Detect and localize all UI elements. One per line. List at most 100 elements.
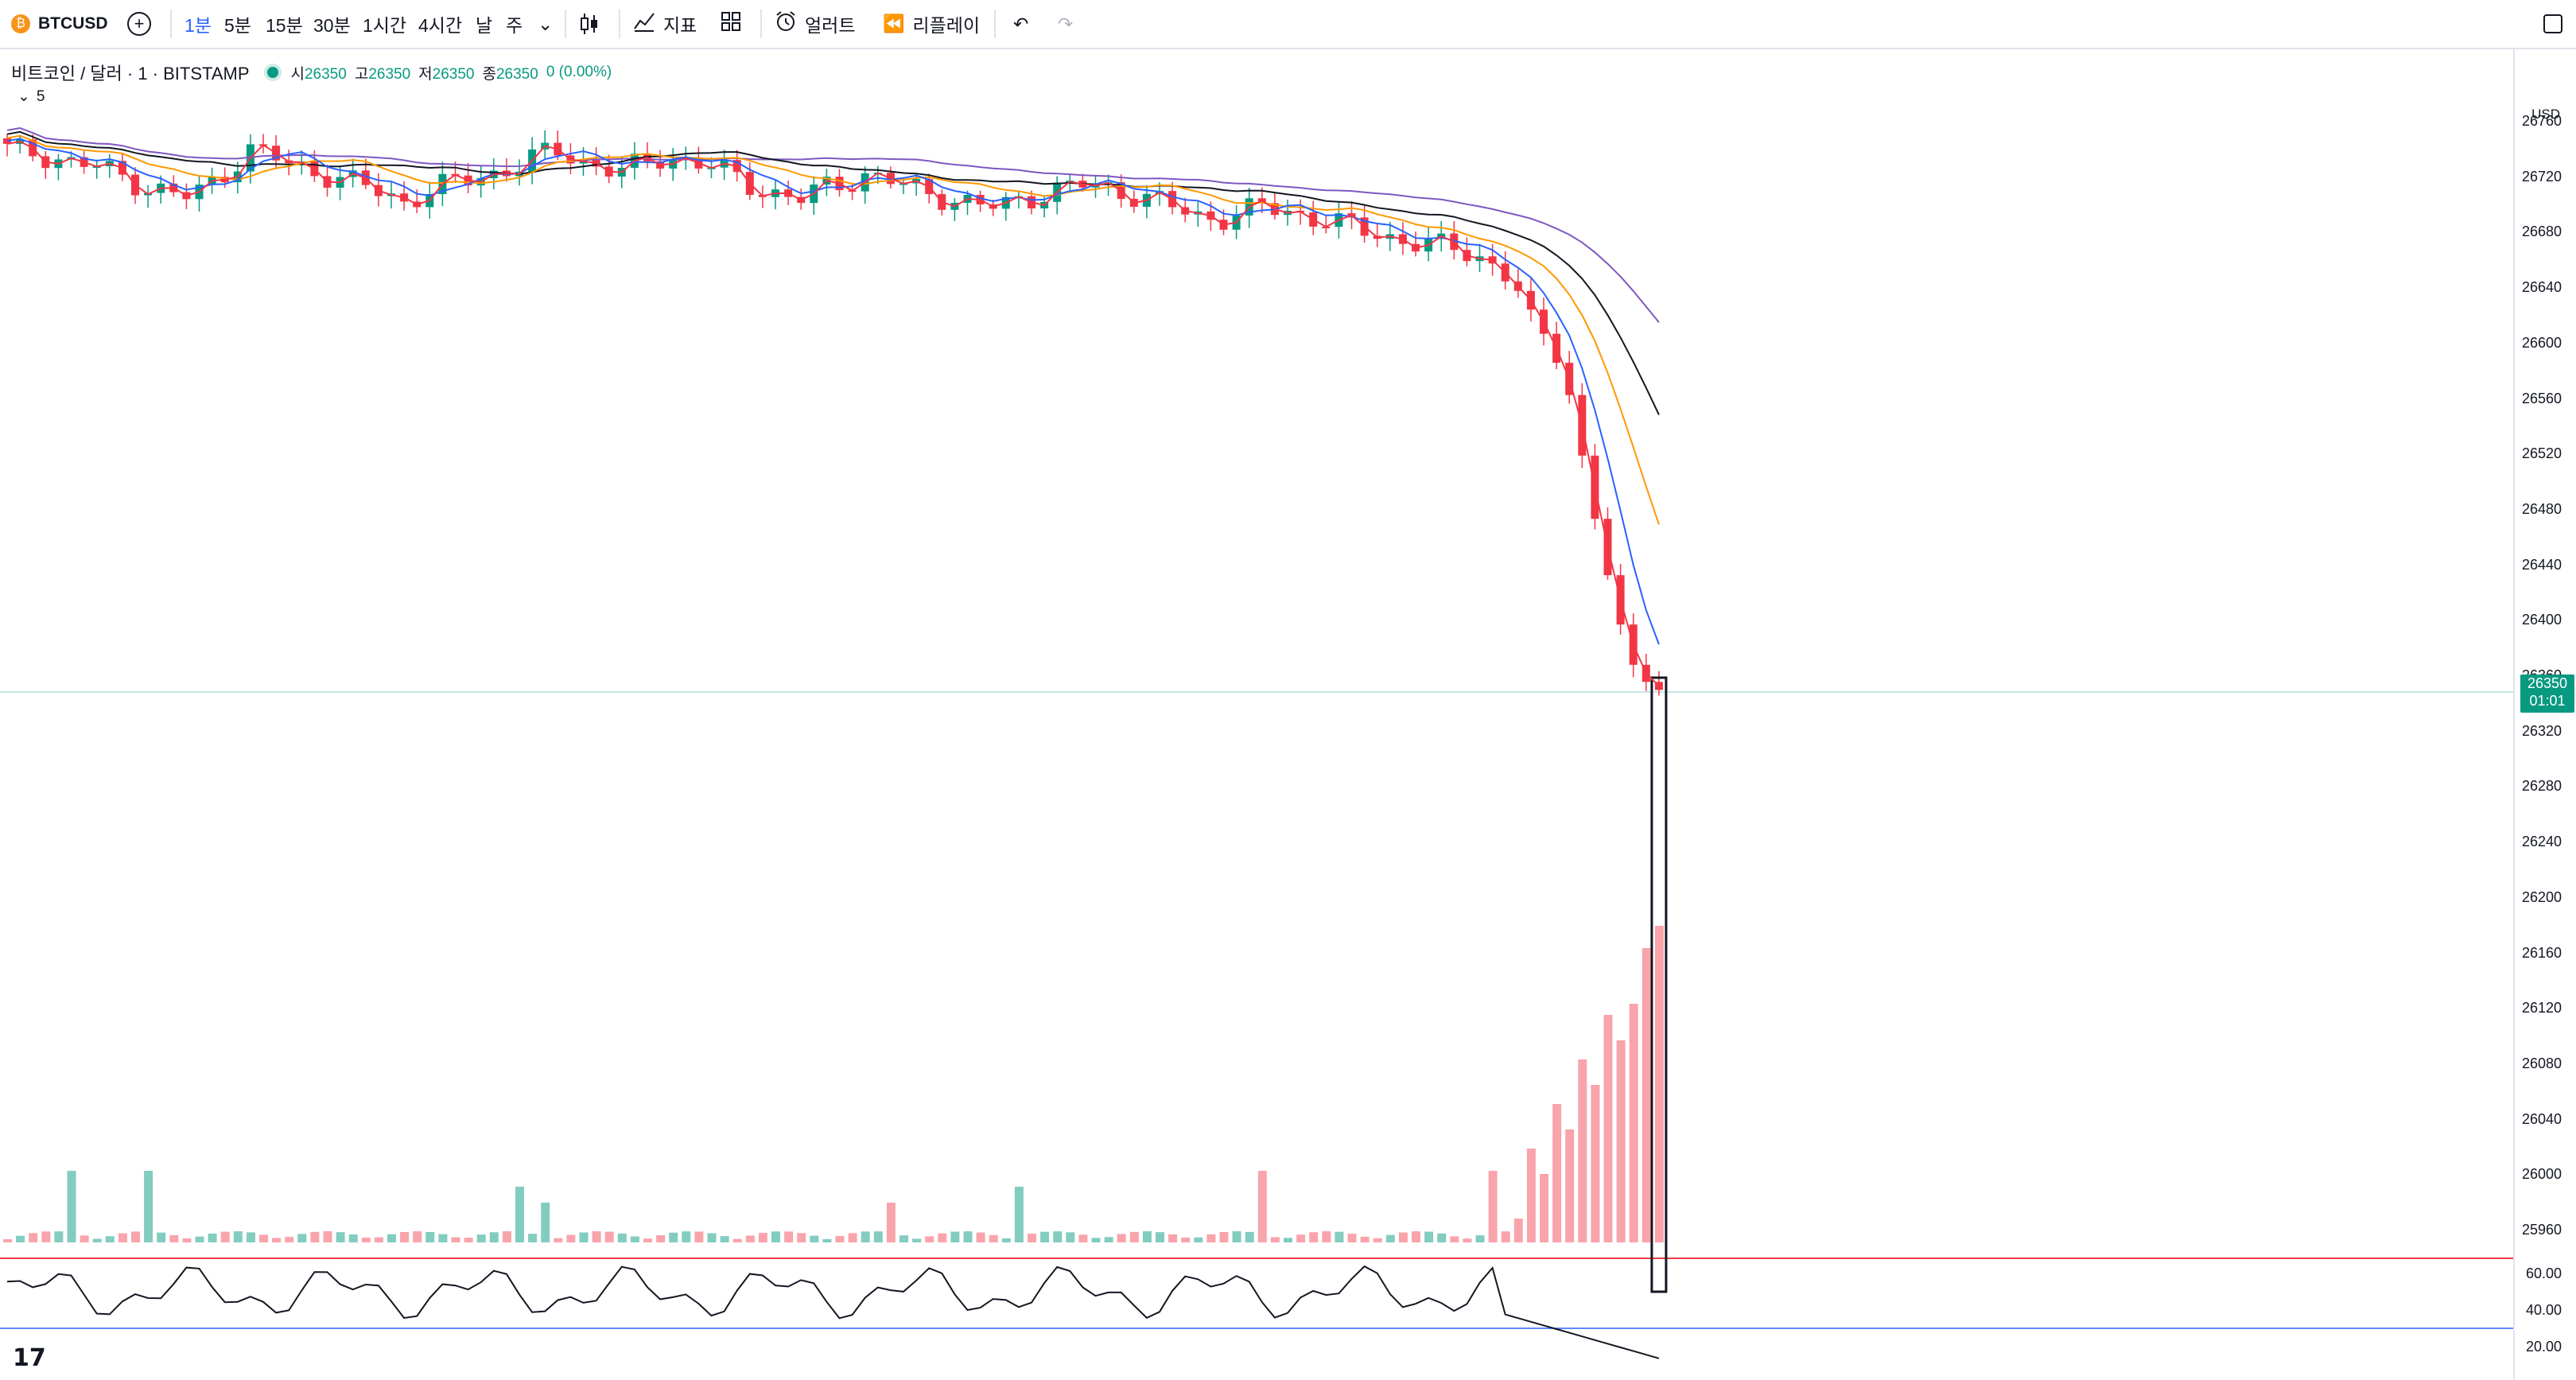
grid-icon: [721, 11, 741, 37]
volume-bar: [1219, 1232, 1229, 1242]
volume-bar: [1501, 1231, 1510, 1242]
volume-bar: [1129, 1231, 1139, 1242]
price-axis[interactable]: USD 26760 26720 26680 26640 26600 26560 26520 2…: [2513, 49, 2576, 1380]
volume-bar: [1257, 1171, 1267, 1242]
rsi-tick-label: 20.00: [2525, 1339, 2562, 1355]
volume-bar: [489, 1232, 499, 1242]
price-chart[interactable]: [0, 49, 2513, 1380]
interval-week[interactable]: 주: [506, 15, 523, 36]
chevron-down-icon[interactable]: ⌄: [538, 13, 554, 34]
add-symbol-button[interactable]: +: [127, 0, 151, 48]
volume-bar: [592, 1231, 601, 1242]
moving-average-line: [6, 138, 1660, 645]
interval-4h[interactable]: 4시간: [418, 15, 463, 36]
volume-bar: [413, 1231, 422, 1242]
volume-bar: [1475, 1235, 1485, 1242]
undo-icon[interactable]: ↶: [1013, 13, 1029, 34]
volume-bar: [1181, 1237, 1191, 1242]
chart-legend: 비트코인 / 달러 · 1 · BITSTAMP 시26350 고26350 저…: [11, 60, 620, 84]
volume-bar: [3, 1239, 12, 1242]
redo-icon[interactable]: ↷: [1058, 13, 1074, 34]
volume-bar: [732, 1238, 742, 1242]
volume-bar: [1437, 1233, 1447, 1242]
volume-bar: [1513, 1219, 1523, 1242]
indicators-button[interactable]: 지표: [633, 0, 697, 48]
volume-bar: [1117, 1234, 1126, 1242]
replay-button[interactable]: ⏪ 리플레이: [883, 0, 980, 48]
volume-bar: [220, 1231, 230, 1242]
volume-bar: [1322, 1231, 1331, 1242]
volume-bar: [1424, 1231, 1434, 1242]
candle-type-icon[interactable]: [579, 0, 600, 48]
volume-bar: [1194, 1237, 1203, 1242]
interval-5m[interactable]: 5분: [224, 15, 251, 36]
volume-bar: [16, 1235, 25, 1242]
plus-circle-icon: +: [127, 12, 151, 36]
volume-bar: [848, 1233, 857, 1242]
volume-bar: [643, 1238, 652, 1242]
volume-bar: [1245, 1231, 1254, 1242]
volume-bar: [1412, 1231, 1420, 1242]
ohlc-open: 시26350: [290, 65, 347, 83]
alert-button[interactable]: 얼러트: [775, 0, 855, 48]
volume-bar: [451, 1237, 460, 1242]
symbol-button[interactable]: ₿ BTCUSD: [11, 0, 108, 48]
volume-bar: [1040, 1231, 1050, 1242]
interval-30m[interactable]: 30분: [313, 15, 351, 36]
currency-label[interactable]: USD: [2531, 107, 2560, 122]
symbol-title[interactable]: 비트코인 / 달러 · 1 · BITSTAMP: [11, 64, 250, 84]
tradingview-logo[interactable]: 17: [13, 1344, 46, 1372]
volume-bar: [541, 1203, 550, 1242]
volume-bar: [157, 1232, 166, 1242]
rewind-icon: ⏪: [883, 14, 905, 33]
selected-bar-outline: [1650, 676, 1668, 1293]
candle-body: [3, 138, 11, 144]
price-tick-label: 26680: [2521, 224, 2562, 240]
volume-bar: [1284, 1238, 1292, 1242]
moving-average-line: [6, 130, 1660, 415]
volume-bar: [1078, 1234, 1088, 1242]
volume-bar: [1591, 1085, 1600, 1242]
volume-bar: [1463, 1238, 1472, 1242]
interval-1m[interactable]: 1분: [185, 15, 212, 36]
volume-bar: [1335, 1231, 1344, 1242]
volume-bar: [169, 1234, 179, 1242]
volume-bar: [1565, 1129, 1575, 1242]
volume-bar: [835, 1235, 845, 1242]
volume-bar: [656, 1234, 666, 1242]
top-toolbar: ₿ BTCUSD + 1분 5분 15분 30분 1시간 4시간 날 주 ⌄ 지…: [0, 0, 2576, 49]
volume-bar: [528, 1234, 538, 1242]
volume-bar: [1232, 1231, 1241, 1242]
interval-day[interactable]: 날: [476, 15, 493, 36]
volume-bar: [1578, 1059, 1587, 1242]
volume-bar: [771, 1231, 780, 1242]
volume-bar: [566, 1234, 576, 1242]
interval-1h[interactable]: 1시간: [363, 15, 407, 36]
volume-bar: [80, 1235, 89, 1242]
layouts-button[interactable]: [721, 0, 741, 48]
interval-15m[interactable]: 15분: [266, 15, 303, 36]
alarm-clock-icon: [775, 10, 797, 37]
price-tick-label: 26120: [2521, 1000, 2562, 1017]
volume-bar: [182, 1238, 192, 1242]
moving-average-line: [6, 126, 1660, 323]
volume-bar: [41, 1231, 51, 1242]
volume-bar: [822, 1238, 832, 1242]
price-tick-label: 26040: [2521, 1110, 2562, 1127]
price-tick-label: 26440: [2521, 556, 2562, 573]
volume-bar: [1398, 1232, 1408, 1242]
price-tick-label: 26760: [2521, 113, 2562, 129]
volume-bar: [1066, 1232, 1075, 1242]
volume-bar: [144, 1171, 153, 1242]
volume-bar: [400, 1231, 410, 1242]
volume-bar: [1616, 1040, 1626, 1242]
volume-bar: [1001, 1238, 1011, 1242]
volume-bar: [861, 1231, 870, 1242]
ohlc-change: 0 (0.00%): [546, 64, 612, 80]
volume-bar: [233, 1231, 243, 1242]
chevron-down-icon: ⌄: [17, 88, 30, 105]
fullscreen-icon[interactable]: [2542, 0, 2564, 48]
volume-bar: [707, 1233, 717, 1242]
indicators-collapse-toggle[interactable]: ⌄ 5: [11, 87, 45, 106]
price-tick-label: 25960: [2521, 1222, 2562, 1238]
